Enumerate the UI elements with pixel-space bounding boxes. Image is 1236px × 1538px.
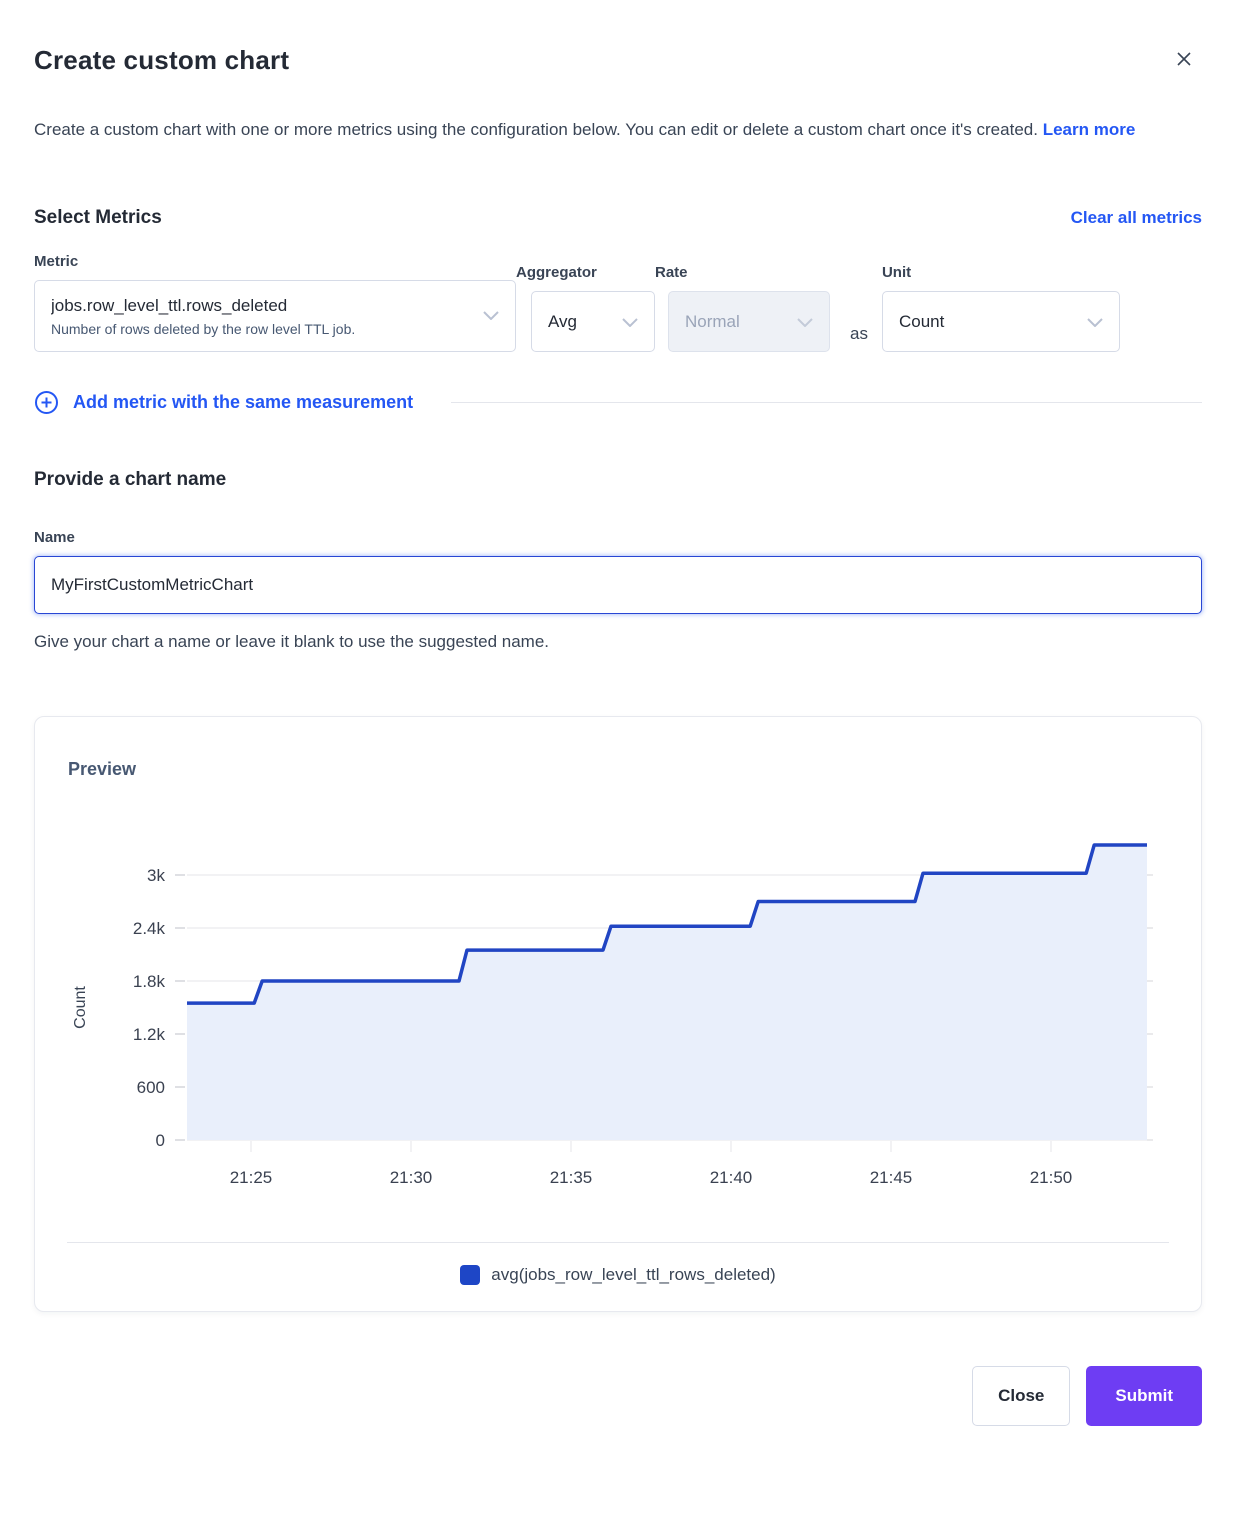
rate-label: Rate: [655, 264, 688, 281]
svg-text:3k: 3k: [147, 866, 165, 885]
unit-field: Unit Count: [881, 264, 1120, 352]
svg-text:600: 600: [137, 1078, 165, 1097]
chevron-down-icon: [622, 312, 638, 332]
chart-legend: avg(jobs_row_level_ttl_rows_deleted): [35, 1243, 1201, 1311]
clear-all-metrics-link[interactable]: Clear all metrics: [1070, 208, 1202, 227]
chevron-down-icon: [1087, 312, 1103, 332]
plus-circle-icon: [34, 390, 59, 415]
chart-name-heading: Provide a chart name: [34, 469, 227, 490]
svg-text:2.4k: 2.4k: [133, 919, 166, 938]
metric-select-texts: jobs.row_level_ttl.rows_deleted Number o…: [51, 296, 355, 337]
svg-text:1.8k: 1.8k: [133, 972, 166, 991]
metric-select-value: jobs.row_level_ttl.rows_deleted: [51, 295, 288, 315]
dialog-description: Create a custom chart with one or more m…: [34, 110, 1184, 149]
rate-field: Rate Normal: [655, 264, 830, 352]
metric-field: Metric jobs.row_level_ttl.rows_deleted N…: [34, 253, 516, 352]
metric-config-row: Metric jobs.row_level_ttl.rows_deleted N…: [34, 253, 1202, 352]
name-helper-text: Give your chart a name or leave it blank…: [34, 632, 550, 651]
svg-text:21:30: 21:30: [390, 1168, 433, 1187]
add-metric-link[interactable]: Add metric with the same measurement: [34, 390, 413, 415]
svg-text:0: 0: [156, 1131, 165, 1150]
svg-text:21:25: 21:25: [230, 1168, 273, 1187]
metrics-section-header: Select Metrics Clear all metrics: [34, 207, 1202, 229]
description-text: Create a custom chart with one or more m…: [34, 120, 1038, 139]
preview-chart: 0 600 1.2k 1.8k 2.4k 3k 21:25 21:30 21:35 21:40 21…: [35, 800, 1201, 1192]
as-text: as: [850, 324, 868, 343]
legend-divider: [67, 1242, 1169, 1243]
chevron-down-icon: [797, 312, 813, 332]
aggregator-field: Aggregator Avg: [516, 264, 655, 352]
dialog-header: Create custom chart: [34, 45, 1202, 76]
add-metric-label: Add metric with the same measurement: [73, 392, 414, 412]
dialog-footer: Close Submit: [34, 1366, 1202, 1426]
svg-text:Count: Count: [72, 986, 89, 1029]
unit-select[interactable]: Count: [881, 291, 1120, 352]
rate-select-disabled: Normal: [668, 291, 830, 352]
close-icon[interactable]: [1170, 45, 1198, 76]
preview-card: Preview 0 600 1.2k 1.8k 2.4k 3k 21:25 21:30 21:3…: [34, 716, 1202, 1312]
learn-more-link[interactable]: Learn more: [1042, 120, 1136, 139]
add-metric-row: Add metric with the same measurement: [34, 390, 1202, 415]
select-metrics-heading: Select Metrics: [34, 207, 162, 228]
close-button[interactable]: Close: [972, 1366, 1071, 1426]
svg-text:21:35: 21:35: [550, 1168, 593, 1187]
metric-select-description: Number of rows deleted by the row level …: [51, 320, 356, 337]
rate-select-value: Normal: [685, 311, 740, 331]
svg-text:21:40: 21:40: [710, 1168, 753, 1187]
legend-label: avg(jobs_row_level_ttl_rows_deleted): [491, 1265, 776, 1284]
name-label: Name: [34, 529, 75, 546]
chevron-down-icon: [483, 307, 499, 325]
divider: [451, 402, 1202, 403]
svg-text:21:45: 21:45: [870, 1168, 913, 1187]
metric-label: Metric: [34, 253, 79, 270]
page-title: Create custom chart: [34, 45, 290, 75]
aggregator-select-value: Avg: [548, 311, 577, 331]
aggregator-select[interactable]: Avg: [531, 291, 655, 352]
svg-text:1.2k: 1.2k: [133, 1025, 166, 1044]
submit-button[interactable]: Submit: [1086, 1366, 1202, 1426]
legend-swatch: [460, 1265, 481, 1285]
svg-text:21:50: 21:50: [1030, 1168, 1073, 1187]
chart-name-input[interactable]: [34, 556, 1202, 614]
preview-heading: Preview: [68, 759, 137, 779]
aggregator-label: Aggregator: [516, 264, 597, 281]
metric-select[interactable]: jobs.row_level_ttl.rows_deleted Number o…: [34, 280, 516, 352]
unit-select-value: Count: [898, 311, 945, 331]
create-custom-chart-dialog: Create custom chart Create a custom char…: [34, 45, 1202, 1426]
unit-label: Unit: [881, 264, 912, 281]
